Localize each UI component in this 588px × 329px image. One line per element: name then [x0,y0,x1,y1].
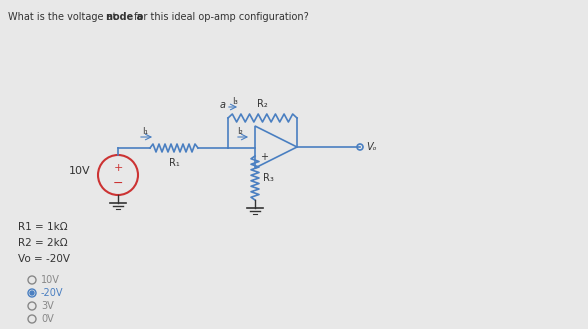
Text: +: + [113,163,123,173]
Text: 0V: 0V [41,314,54,324]
Text: 10V: 10V [41,275,60,285]
Text: 3V: 3V [41,301,54,311]
Text: Vo = -20V: Vo = -20V [18,254,70,264]
Text: -20V: -20V [41,288,64,298]
Text: R₂: R₂ [257,99,268,109]
Text: a: a [220,100,226,110]
Text: R2 = 2kΩ: R2 = 2kΩ [18,238,68,248]
Text: −: − [113,176,123,190]
Text: R₃: R₃ [263,173,274,183]
Text: I₂: I₂ [237,127,243,136]
Text: node a: node a [106,12,143,22]
Text: +: + [260,152,268,162]
Text: What is the voltage at: What is the voltage at [8,12,119,22]
Text: I₃: I₃ [232,97,238,106]
Circle shape [30,291,34,295]
Text: for this ideal op-amp configuration?: for this ideal op-amp configuration? [131,12,309,22]
Text: 10V: 10V [68,166,90,176]
Text: I₁: I₁ [142,127,148,136]
Text: R1 = 1kΩ: R1 = 1kΩ [18,222,68,232]
Text: Vₒ: Vₒ [366,142,377,152]
Text: R₁: R₁ [169,158,179,168]
